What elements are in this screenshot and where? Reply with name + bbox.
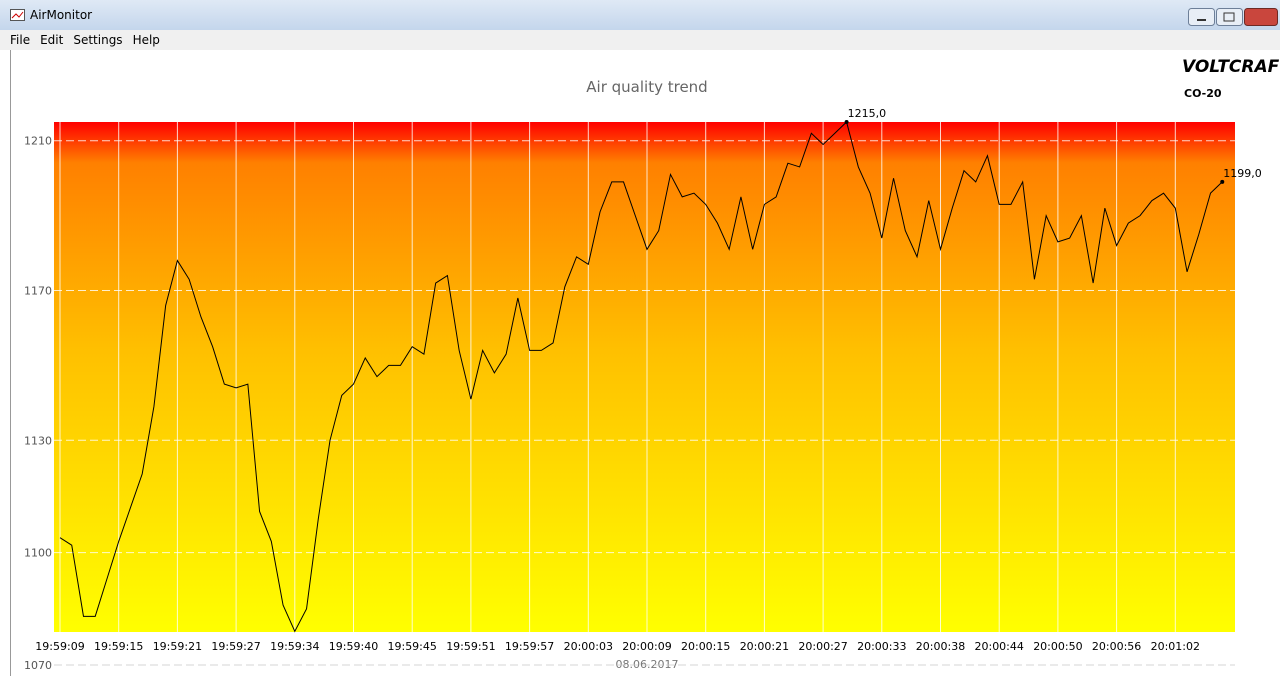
x-tick-label: 19:59:09	[35, 640, 84, 653]
title-bar: AirMonitor	[0, 0, 1280, 30]
x-tick-label: 20:01:02	[1151, 640, 1200, 653]
x-tick-label: 20:00:44	[974, 640, 1023, 653]
menu-item[interactable]: Settings	[73, 33, 123, 47]
menu-item[interactable]: Help	[132, 33, 160, 47]
menu-bar: File Edit Settings Help	[0, 30, 1280, 50]
x-tick-label: 19:59:34	[270, 640, 319, 653]
x-tick-label: 20:00:03	[564, 640, 613, 653]
data-label: 1215,0	[848, 107, 887, 120]
app-icon	[10, 9, 25, 21]
data-label: 1199,0	[1223, 167, 1262, 180]
y-tick-label: 1210	[24, 135, 52, 148]
x-tick-label: 19:59:51	[446, 640, 495, 653]
x-tick-label: 19:59:27	[211, 640, 260, 653]
data-line	[59, 121, 1223, 633]
y-tick-label: 1130	[24, 434, 52, 447]
x-tick-label: 20:00:27	[798, 640, 847, 653]
close-button[interactable]	[1244, 8, 1278, 26]
y-tick-label: 1100	[24, 547, 52, 560]
y-tick-label: 1170	[24, 285, 52, 298]
x-tick-label: 20:00:50	[1033, 640, 1082, 653]
x-tick-label: 20:00:15	[681, 640, 730, 653]
x-tick-label: 20:00:21	[740, 640, 789, 653]
chart-title: Air quality trend	[586, 78, 707, 96]
maximize-button[interactable]	[1216, 8, 1243, 26]
minimize-button[interactable]	[1188, 8, 1215, 26]
plot-area	[54, 122, 1235, 632]
x-tick-label: 19:59:15	[94, 640, 143, 653]
window-buttons	[1188, 8, 1278, 26]
window-title: AirMonitor	[30, 8, 93, 22]
x-tick-label: 20:00:56	[1092, 640, 1141, 653]
data-point	[1220, 179, 1225, 184]
brand-name: VOLTCRAFT	[1182, 57, 1280, 77]
x-tick-label: 19:59:21	[153, 640, 202, 653]
x-tick-label: 19:59:40	[329, 640, 378, 653]
x-tick-label: 20:00:33	[857, 640, 906, 653]
menu-item[interactable]: Edit	[40, 33, 64, 47]
data-point	[844, 120, 849, 124]
x-tick-label: 20:00:09	[622, 640, 671, 653]
x-tick-label: 20:00:38	[916, 640, 965, 653]
y-tick-label: 1070	[24, 659, 52, 672]
x-tick-label: 19:59:45	[387, 640, 436, 653]
menu-item[interactable]: File	[10, 33, 31, 47]
brand-model: CO-20	[1184, 87, 1222, 100]
x-tick-label: 19:59:57	[505, 640, 554, 653]
chart: VOLTCRAFT CO-20 Air quality trend 08.06.…	[10, 50, 1280, 676]
